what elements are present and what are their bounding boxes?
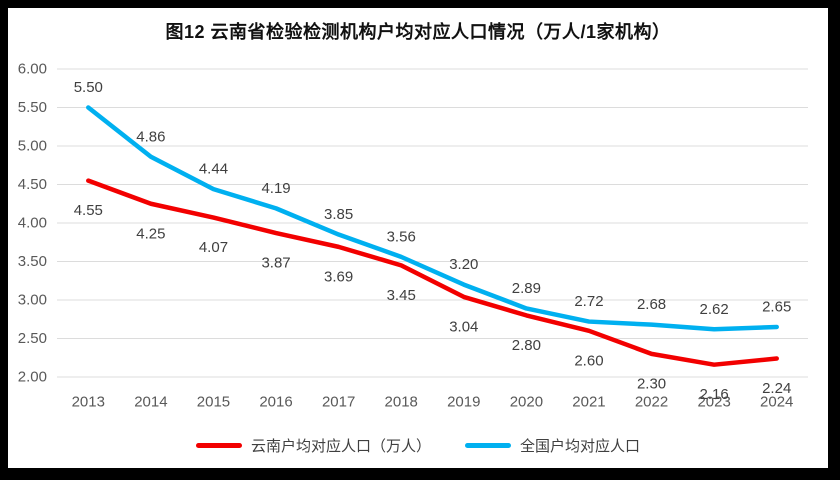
data-label: 4.25 (136, 225, 165, 242)
x-tick-label: 2023 (697, 394, 730, 411)
legend-item-yunnan: 云南户均对应人口（万人） (195, 435, 431, 456)
data-label: 2.65 (762, 298, 791, 315)
x-tick-label: 2021 (572, 394, 605, 411)
data-label: 2.62 (700, 301, 729, 318)
data-label: 4.86 (136, 128, 165, 145)
data-label: 4.07 (199, 239, 228, 256)
x-tick-label: 2019 (447, 394, 480, 411)
legend-swatch-yunnan-icon (195, 443, 242, 448)
data-label: 3.69 (324, 268, 353, 285)
data-label: 3.56 (387, 228, 416, 245)
data-label: 2.60 (574, 352, 603, 369)
x-tick-label: 2024 (760, 394, 793, 411)
data-label: 3.20 (449, 256, 478, 273)
x-tick-label: 2017 (322, 394, 355, 411)
y-tick-label: 3.00 (18, 292, 47, 309)
y-tick-label: 5.00 (18, 138, 47, 155)
data-label: 2.16 (700, 386, 729, 403)
data-label: 2.80 (512, 337, 541, 354)
x-tick-label: 2020 (510, 394, 543, 411)
data-label: 2.72 (574, 293, 603, 310)
data-label: 2.24 (762, 380, 791, 397)
legend-label-national: 全国户均对应人口 (520, 438, 641, 455)
data-label: 3.85 (324, 206, 353, 223)
x-tick-label: 2015 (197, 394, 230, 411)
data-label: 5.50 (74, 79, 103, 96)
series-line-yunnan (86, 178, 779, 367)
line-chart: 6.00 5.50 5.00 4.50 4.00 3.50 3.00 2.50 2.00 2013… (18, 61, 808, 411)
y-tick-label: 2.50 (18, 330, 47, 347)
x-tick-label: 2014 (134, 394, 167, 411)
y-tick-label: 4.00 (18, 215, 47, 232)
x-tick-label: 2016 (259, 394, 292, 411)
legend-label-yunnan: 云南户均对应人口（万人） (250, 438, 431, 455)
legend-swatch-national-icon (465, 443, 511, 448)
data-label: 3.45 (387, 287, 416, 304)
y-tick-label: 5.50 (18, 99, 47, 116)
data-label: 4.44 (199, 161, 228, 178)
x-tick-label: 2018 (385, 394, 418, 411)
data-label: 4.55 (74, 202, 103, 219)
data-label: 3.87 (261, 255, 290, 272)
series-line-national (86, 105, 779, 332)
y-tick-label: 3.50 (18, 253, 47, 270)
data-label: 3.04 (449, 318, 478, 335)
data-label: 2.68 (637, 296, 666, 313)
data-label: 2.30 (637, 375, 666, 392)
legend-item-national: 全国户均对应人口 (465, 435, 640, 456)
y-tick-label: 6.00 (18, 61, 47, 78)
data-label: 4.19 (261, 180, 290, 197)
data-label: 2.89 (512, 280, 541, 297)
legend: 云南户均对应人口（万人） 全国户均对应人口 (8, 435, 828, 456)
x-tick-label: 2022 (635, 394, 668, 411)
y-tick-label: 2.00 (18, 369, 47, 386)
x-tick-label: 2013 (72, 394, 105, 411)
chart-title: 图12 云南省检验检测机构户均对应人口情况（万人/1家机构） (165, 22, 671, 42)
y-tick-label: 4.50 (18, 176, 47, 193)
